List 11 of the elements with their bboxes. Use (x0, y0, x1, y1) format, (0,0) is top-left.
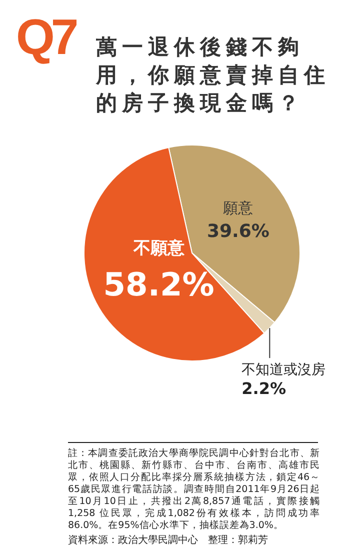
chart-title: Q7 (16, 8, 75, 66)
text: 整理：郭莉芳 (208, 534, 268, 547)
text: 註：本調查委託政治大學商學院民調中心針對台北市、新北市、桃園縣、新竹縣市、台中市、台南市、高雄市民眾，依照人口分配比率採分層系統抽樣方法，鎖定46～65歲民眾進行電話訪談。調查時間自2011年9月26日起至10月10日止，共撥出2萬8,857通電話，實際接觸1,258 位民眾，完成1,082份有效樣本，訪問成功率86.0%。在95%信心水準下，抽樣誤差為3.0%。 (68, 448, 320, 532)
data-label: 58.2% (103, 265, 214, 304)
slice-label: 願意 (223, 199, 254, 218)
chart-subtitle: 萬一退休後錢不夠用，你願意賣掉自住的房子換現金嗎？ (96, 34, 331, 117)
data-label: 2.2% (242, 379, 286, 398)
data-label: 39.6% (206, 221, 270, 242)
slice-label: 不願意 (132, 238, 186, 258)
slice-label: 不知道或沒房 (242, 362, 326, 378)
source-note: 資料來源：政治大學民調中心 (68, 534, 198, 547)
